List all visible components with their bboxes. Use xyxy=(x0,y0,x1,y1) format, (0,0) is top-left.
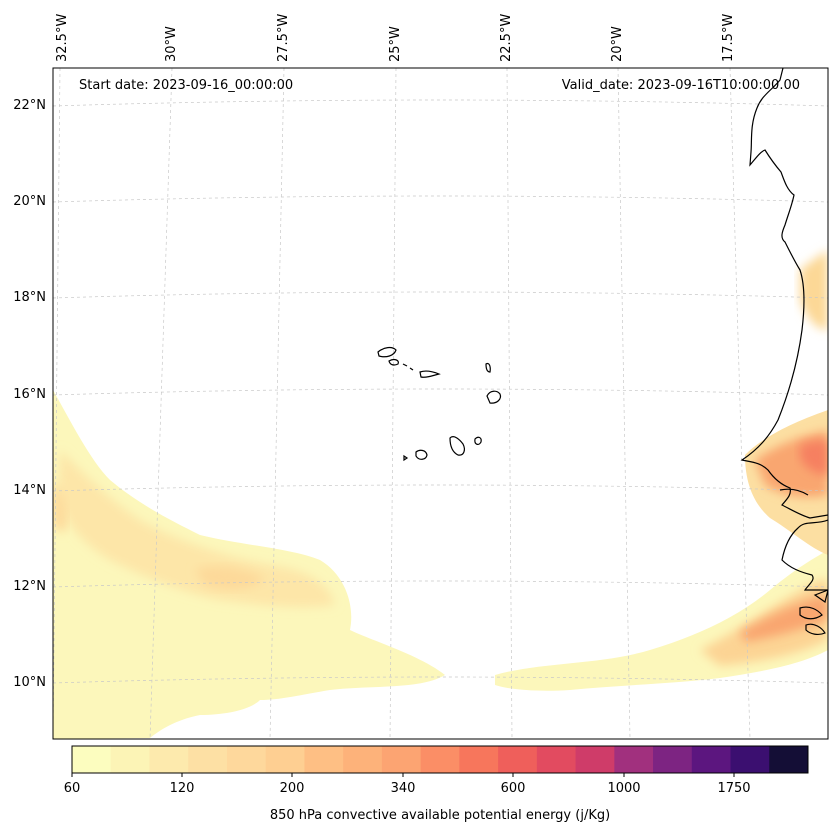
lat-label-18n: 18°N xyxy=(13,290,46,305)
africa-coastline-south xyxy=(781,519,828,591)
colorbar-swatch xyxy=(226,746,267,773)
colorbar-swatch xyxy=(691,746,732,773)
cape-verde-islands xyxy=(377,346,502,462)
start-date-label: Start date: 2023-09-16_00:00:00 xyxy=(79,78,294,93)
colorbar-frame xyxy=(71,745,809,774)
lon-label-20w: 20°W xyxy=(610,26,625,62)
cape-region-high-2 xyxy=(53,480,68,532)
bijagos-islands xyxy=(813,589,828,603)
colorbar-tick-60: 60 xyxy=(63,781,81,796)
lat-label-14n: 14°N xyxy=(13,483,46,498)
colorbar-tick-200: 200 xyxy=(279,781,305,796)
lat-label-10n: 10°N xyxy=(13,675,46,690)
island-sao-nicolau xyxy=(409,367,414,371)
lon-label-27-5w: 27.5°W xyxy=(276,13,291,62)
lon-label-30w: 30°W xyxy=(164,26,179,62)
lon-label-32-5w: 32.5°W xyxy=(55,13,70,62)
colorbar-swatch xyxy=(381,746,422,773)
colorbar-tick-1750: 1750 xyxy=(717,781,751,796)
gambia-river xyxy=(779,488,809,496)
lat-label-12n: 12°N xyxy=(13,579,46,594)
map-frame xyxy=(52,67,829,740)
colorbar-swatch xyxy=(149,746,189,773)
guinea-islands xyxy=(805,623,826,636)
colorbar-swatch xyxy=(420,746,460,773)
colorbar-swatch xyxy=(343,746,383,773)
lon-label-25w: 25°W xyxy=(388,26,403,62)
cape-region-north xyxy=(800,250,828,330)
cape-contours-west xyxy=(53,390,445,739)
colorbar-swatch xyxy=(498,746,538,773)
colorbar-tick-120: 120 xyxy=(169,781,195,796)
island-brava xyxy=(403,454,409,462)
island-maio xyxy=(474,436,482,445)
colorbar-swatch xyxy=(575,746,615,773)
guinea-coast xyxy=(799,606,823,620)
island-sao-nicolau-main xyxy=(419,370,441,378)
africa-coastline xyxy=(740,68,828,519)
colorbar-swatch xyxy=(188,746,228,773)
lat-label-20n: 20°N xyxy=(13,194,46,209)
colorbar-tick-340: 340 xyxy=(390,781,416,796)
colorbar-swatch xyxy=(304,746,344,773)
colorbar-tick-600: 600 xyxy=(500,781,526,796)
island-santo-antao xyxy=(377,346,397,358)
island-santiago xyxy=(449,436,465,456)
colorbar-swatch xyxy=(72,746,112,773)
gridlines xyxy=(53,68,828,739)
lat-label-16n: 16°N xyxy=(13,387,46,402)
island-sao-vicente xyxy=(388,358,399,366)
cape-contours-east xyxy=(495,250,828,691)
island-boa-vista xyxy=(486,390,502,404)
colorbar xyxy=(71,745,809,777)
colorbar-swatch xyxy=(614,746,654,773)
colorbar-swatch xyxy=(769,746,809,773)
map-area xyxy=(53,68,828,739)
coastlines xyxy=(740,68,828,636)
colorbar-swatch xyxy=(653,746,693,773)
colorbar-tick-1000: 1000 xyxy=(607,781,641,796)
lon-label-17-5w: 17.5°W xyxy=(721,13,736,62)
valid-date-label: Valid_date: 2023-09-16T10:00:00.00 xyxy=(561,78,800,93)
lat-label-22n: 22°N xyxy=(13,98,46,113)
island-santa-luzia xyxy=(402,363,408,367)
island-fogo xyxy=(415,449,428,460)
colorbar-swatch xyxy=(536,746,577,773)
cape-region-high xyxy=(195,566,265,590)
cape-region-mid xyxy=(58,450,335,608)
cape-region-coast-high xyxy=(800,440,828,475)
colorbar-label: 850 hPa convective available potential e… xyxy=(269,808,611,823)
colorbar-swatch xyxy=(265,746,305,773)
colorbar-swatch xyxy=(459,746,499,773)
colorbar-swatch xyxy=(110,746,150,773)
island-sal xyxy=(485,362,491,373)
lon-label-22-5w: 22.5°W xyxy=(499,13,514,62)
colorbar-swatch xyxy=(730,746,770,773)
